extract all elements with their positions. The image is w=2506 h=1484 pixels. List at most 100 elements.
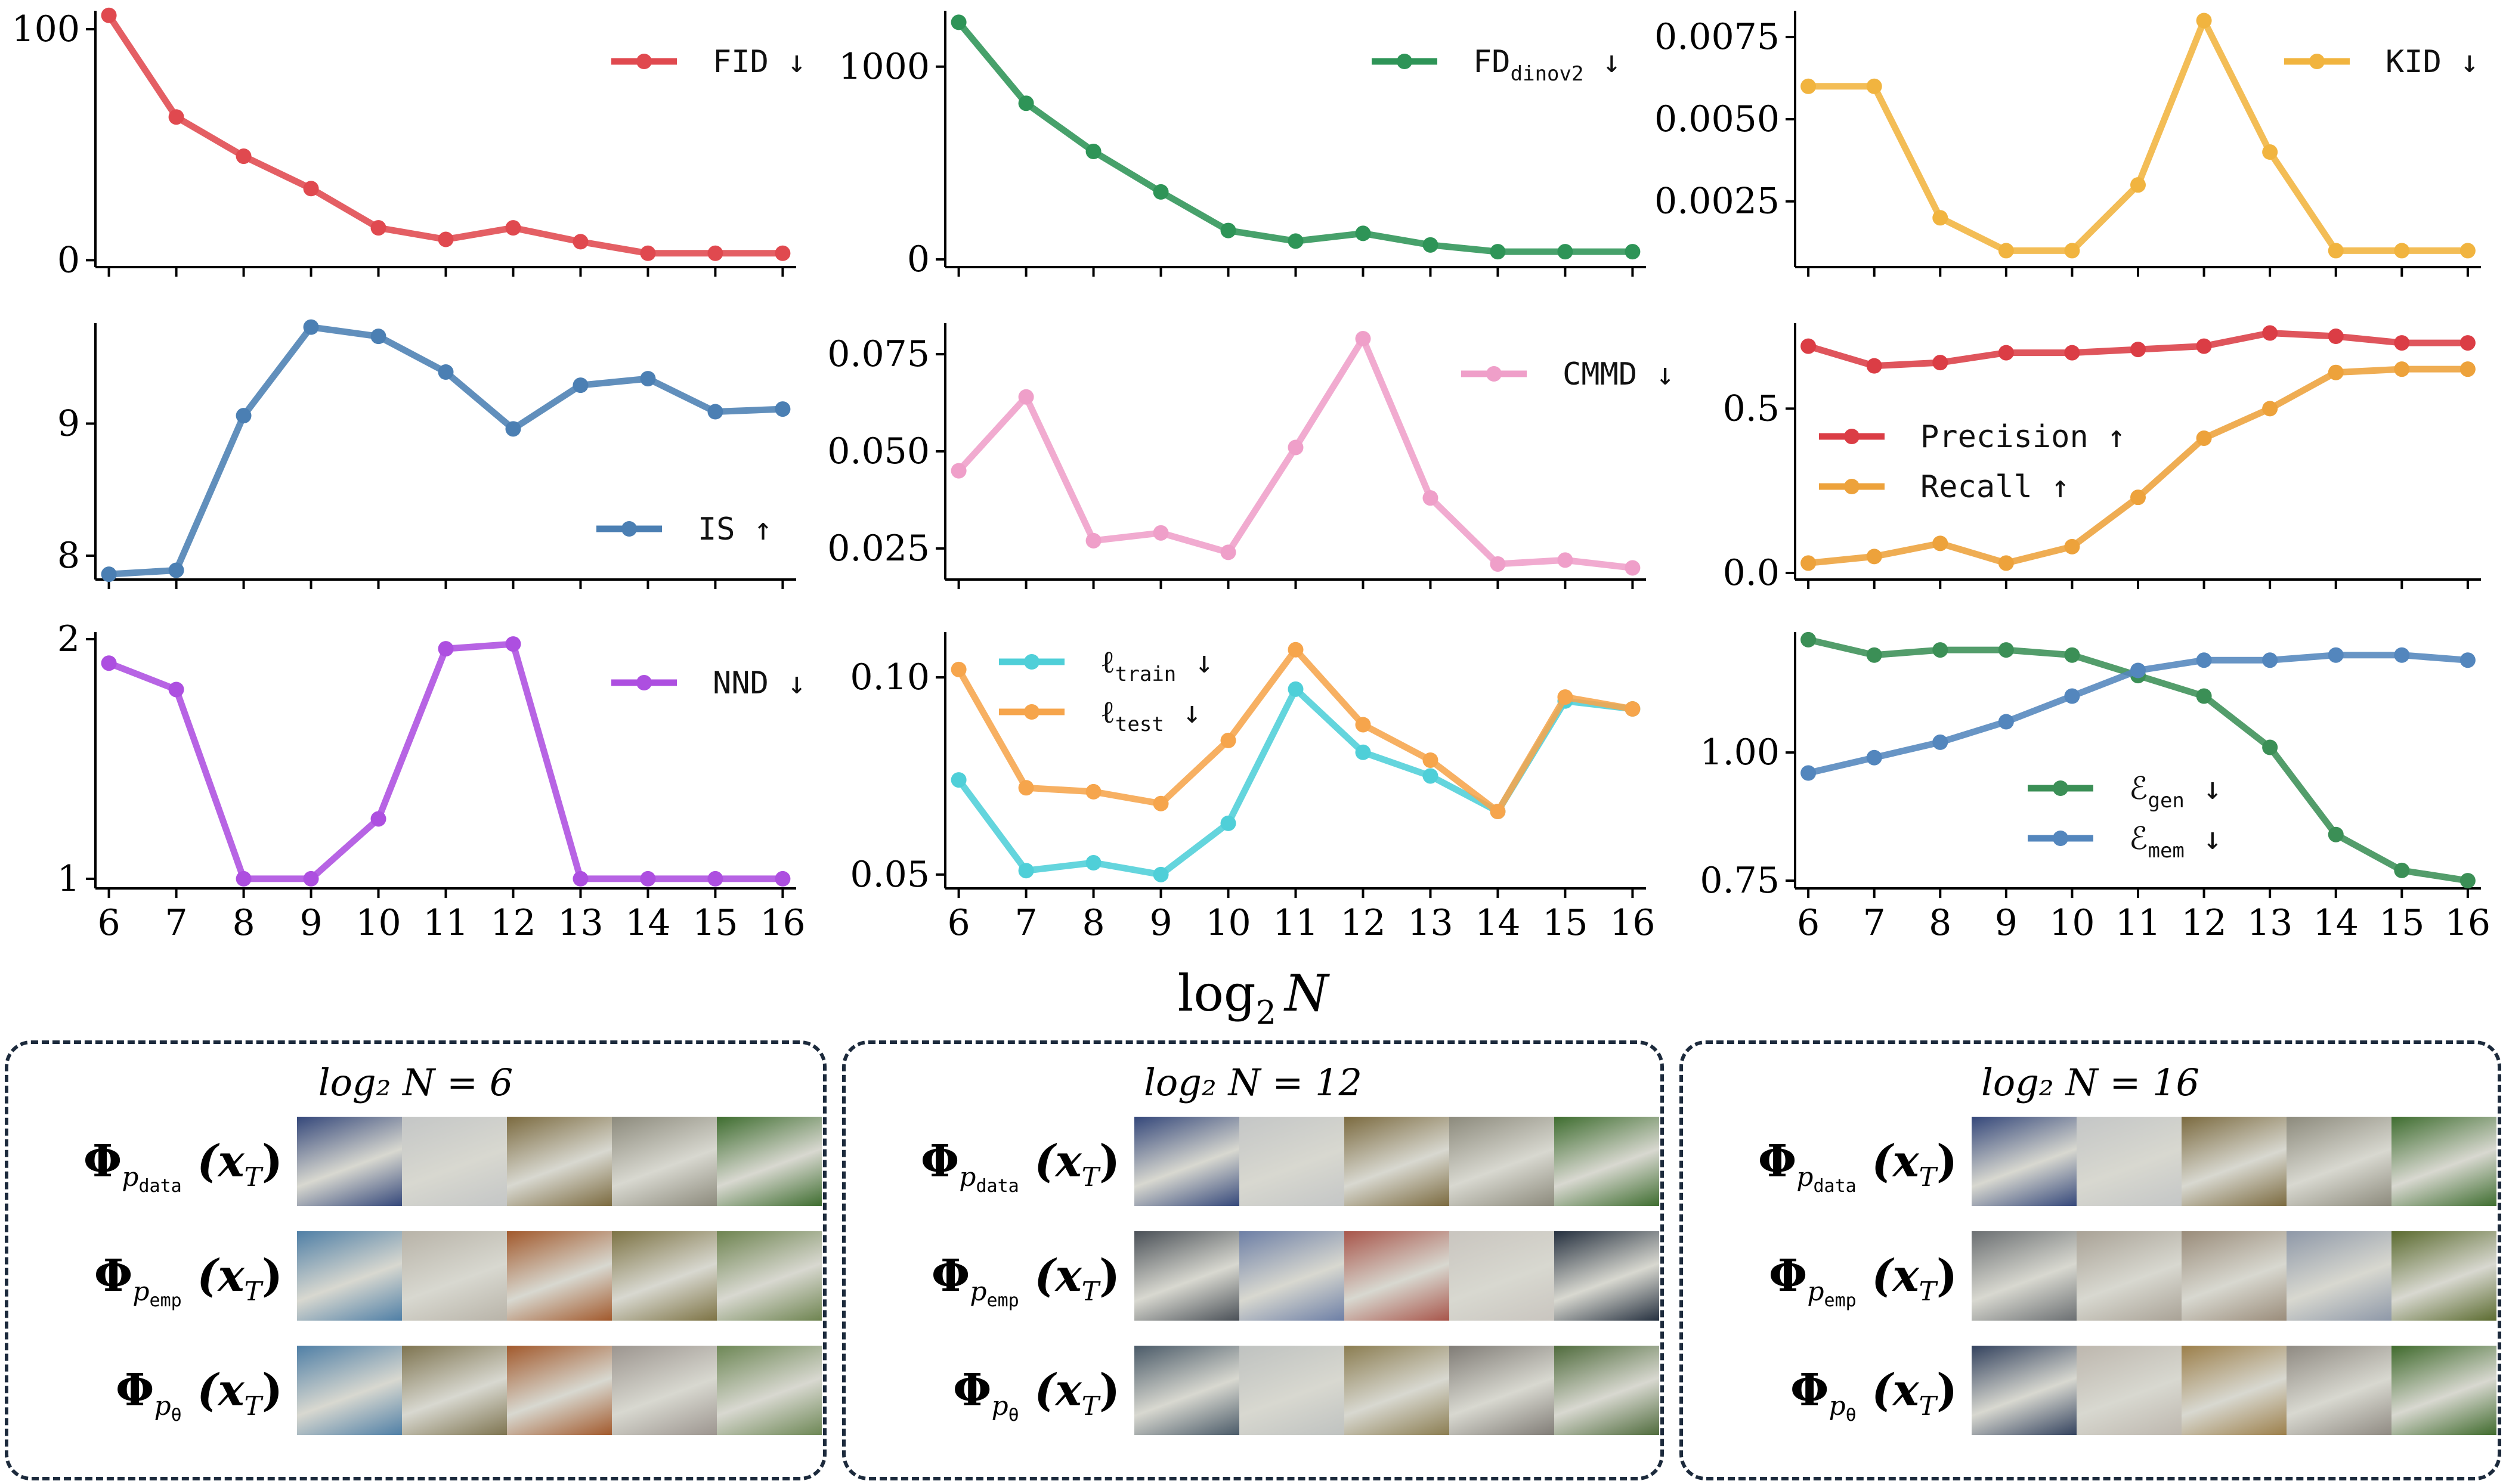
data-point [1085,144,1102,160]
series-line-l_train [955,686,1636,878]
data-point [640,245,656,261]
data-point [2262,652,2278,668]
legend-label: ℓtrain ↓ [1100,645,1214,686]
data-point [1220,815,1236,831]
legend-label: ℓtest ↓ [1100,695,1201,736]
y-tick-label: 0.0025 [1654,181,1780,222]
x-tick-label: 8 [232,902,255,944]
x-tick-label: 12 [1340,902,1385,944]
sample-image [2182,1231,2287,1321]
y-tick-label: 9 [57,402,80,444]
series-line-nnd [106,640,786,882]
sample-image [402,1346,507,1435]
data-point [2394,243,2410,259]
y-tick-label: 1000 [839,46,930,88]
y-tick-label: 0.075 [827,333,930,375]
series-line-fid [106,12,786,257]
data-point [1422,768,1438,784]
x-tick-label: 15 [2379,902,2424,944]
data-point [168,681,184,698]
x-tick-label: 8 [1929,902,1951,944]
x-tick-label: 6 [98,902,120,944]
data-point [2064,243,2080,259]
sample-image [297,1346,402,1435]
data-point [1800,78,1817,94]
data-point [1355,331,1371,347]
data-point [1866,549,1882,565]
panel-title: log₂ N = 16 [1981,1061,2199,1104]
legend-label-suffix: ↓ [1176,645,1214,680]
data-point [2394,335,2410,351]
sample-image [402,1117,507,1206]
legend-swatch-dot [1844,429,1860,444]
data-point [1998,555,2014,571]
data-point [1866,749,1882,766]
legend-swatch-dot [1486,366,1502,382]
data-point [2394,361,2410,377]
data-point [2196,338,2212,354]
y-tick-label: 0.75 [1700,860,1780,901]
data-point [1866,78,1882,94]
legend-label-suffix: ↓ [1583,44,1621,80]
sample-image [1449,1346,1554,1435]
legend-label: ℰmem ↓ [2129,821,2222,863]
data-point [2064,345,2080,361]
sample-image [2077,1231,2182,1321]
data-point [2130,489,2146,506]
data-point [1085,532,1102,549]
data-point [2328,243,2344,259]
data-point [236,148,252,165]
data-point [573,234,589,250]
data-point [1932,355,1948,371]
data-point [370,329,386,345]
data-point [370,811,386,827]
data-point [775,870,791,887]
data-point [1355,717,1371,733]
data-point [951,661,967,677]
data-point [775,245,791,261]
image-strip [297,1231,822,1321]
sample-image [2077,1346,2182,1435]
data-point [1490,556,1506,572]
data-point [101,7,117,23]
data-point [303,319,319,335]
legend-swatch-dot [1844,479,1860,494]
legend-swatch-dot [621,521,637,537]
x-tick-label: 6 [948,902,970,944]
data-point [2262,401,2278,417]
data-point [951,14,967,30]
data-point [2262,739,2278,755]
legend-label: KID ↓ [2386,44,2479,80]
x-tick-label: 14 [2313,902,2359,944]
legend-label: ℰgen ↓ [2129,771,2222,813]
series-line-is [106,324,786,578]
sample-image [2182,1346,2287,1435]
legend-label-sub: mem [2148,839,2184,863]
sample-image [1554,1346,1659,1435]
data-point [236,408,252,424]
data-point [1490,244,1506,260]
x-tick-label: 10 [355,902,401,944]
y-tick-label: 0.05 [850,854,930,896]
chart-kid: 0.0025 0.0050 0.0075 KID ↓ [1654,11,2481,277]
x-axis-title: log2 N [1177,964,1330,1026]
panel-title: log₂ N = 6 [318,1061,513,1104]
panel-title: log₂ N = 12 [1144,1061,1362,1104]
sample-image [1134,1117,1239,1206]
y-tick-label: 0.5 [1723,388,1780,429]
data-point [303,870,319,887]
legend-label: Recall ↑ [1920,469,2069,505]
data-point [1288,439,1304,456]
y-tick-label: 0.050 [827,430,930,472]
data-point [1998,714,2014,730]
data-point [1220,544,1236,560]
data-point [573,870,589,887]
image-strip [1134,1231,1659,1321]
y-tick-label: 0.0 [1723,552,1780,594]
data-point [1998,345,2014,361]
x-tick-label: 15 [1542,902,1588,944]
data-point [2196,13,2212,29]
x-tick-label: 6 [1797,902,1820,944]
sample-image [1134,1346,1239,1435]
data-point [1288,681,1304,697]
